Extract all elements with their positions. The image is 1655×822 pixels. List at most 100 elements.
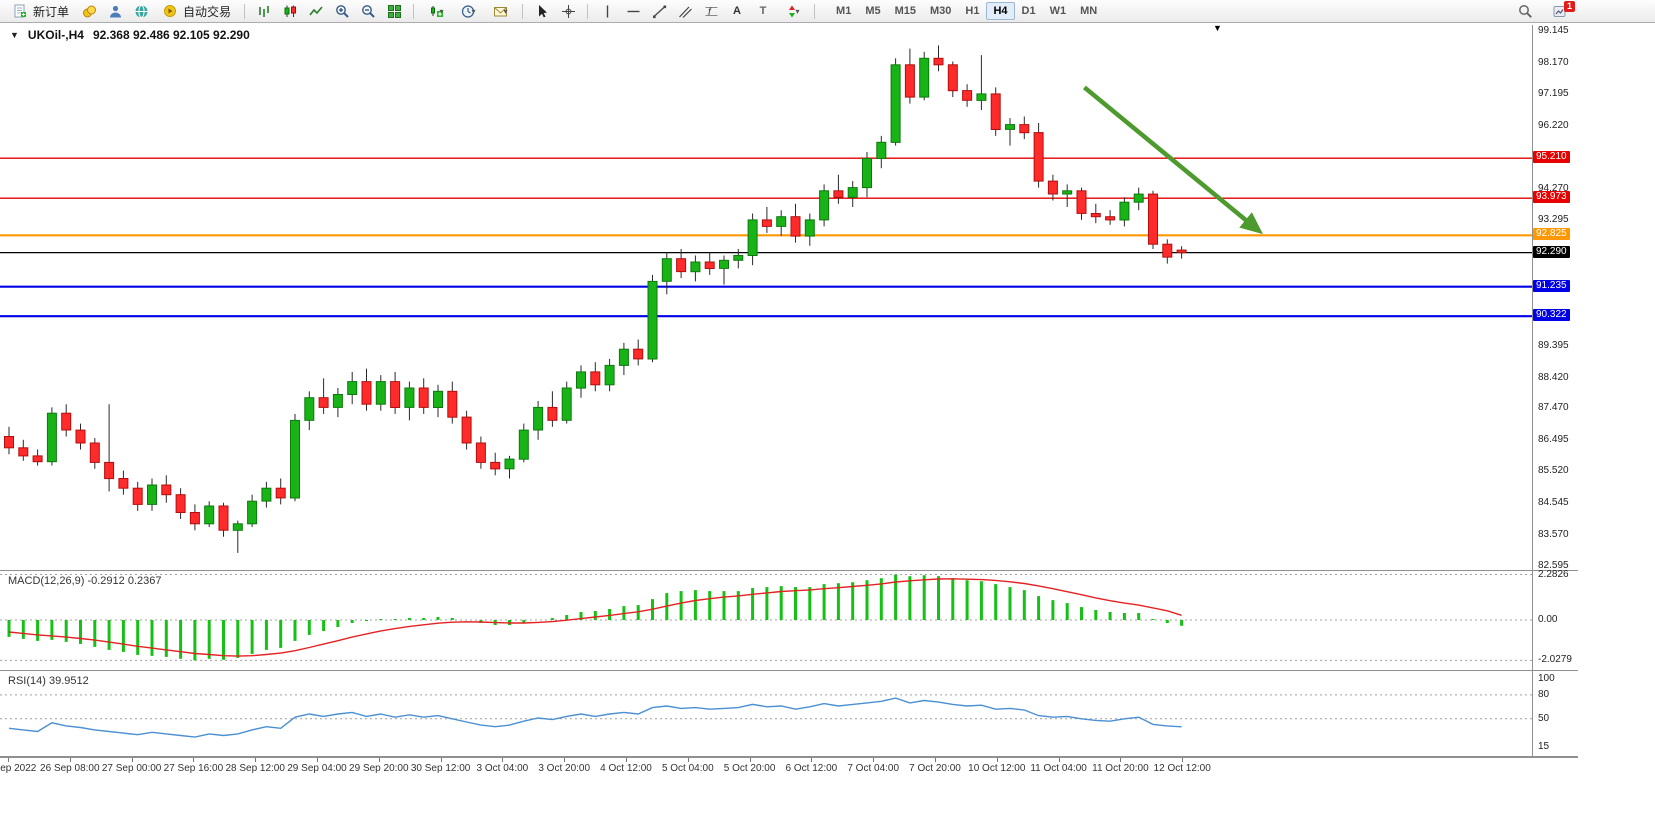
pane-divider[interactable] — [0, 570, 1578, 571]
collapse-triangle-icon[interactable]: ▼ — [10, 30, 19, 40]
new-order-icon — [11, 1, 29, 22]
timeframe-m5[interactable]: M5 — [865, 5, 881, 17]
zoom-in-icon[interactable] — [329, 1, 355, 22]
price-tick: 82.595 — [1538, 560, 1569, 571]
rsi-scale-label: 50 — [1538, 712, 1550, 724]
chevron-down-icon: ▾ — [471, 6, 476, 16]
price-tick: 88.420 — [1538, 371, 1569, 383]
profiles-clock-icon[interactable]: ▾ — [452, 1, 484, 22]
time-label: 4 Oct 12:00 — [600, 763, 652, 774]
trendline-icon[interactable] — [646, 1, 672, 22]
macd-title: MACD(12,26,9) -0.2912 0.2367 — [8, 575, 162, 587]
timeframe-m1[interactable]: M1 — [836, 5, 852, 17]
text-icon[interactable]: A — [733, 5, 741, 17]
coins-icon[interactable] — [76, 1, 102, 22]
symbol-period-label: UKOil-,H4 — [27, 28, 84, 42]
price-tick: 96.220 — [1538, 119, 1569, 131]
price-line-label: 93.973 — [1533, 191, 1570, 204]
auto-trading-icon — [161, 1, 179, 22]
time-tick — [131, 758, 133, 762]
toolbar-separator — [587, 3, 589, 19]
price-tick: 97.195 — [1538, 88, 1569, 99]
time-label: 27 Sep 16:00 — [163, 763, 224, 774]
bid-price-label: 92.290 — [1533, 245, 1570, 258]
chevron-down-icon: ▾ — [503, 6, 508, 16]
chart-shift-marker-icon[interactable]: ▼ — [1213, 23, 1222, 33]
rsi-pane[interactable] — [0, 671, 1532, 757]
toolbar: 新订单 自动交易 ▾ ▾ ▾ — [0, 0, 1655, 23]
time-tick — [1058, 758, 1060, 762]
timeframe-m30[interactable]: M30 — [930, 5, 952, 17]
time-label: 7 Oct 20:00 — [909, 763, 961, 774]
arrows-tool-icon[interactable]: ▾ — [776, 1, 808, 22]
time-label: 27 Sep 00:00 — [101, 763, 162, 774]
templates-icon[interactable]: ▾ — [484, 1, 516, 22]
vertical-line-icon[interactable] — [594, 1, 620, 22]
price-line-label: 92.825 — [1533, 228, 1570, 241]
main-chart-pane[interactable] — [0, 25, 1532, 571]
crosshair-icon[interactable] — [555, 1, 581, 22]
new-chart-icon[interactable]: ▾ — [420, 1, 452, 22]
timeframe-d1[interactable]: D1 — [1021, 5, 1036, 17]
time-label: 29 Sep 20:00 — [349, 763, 409, 774]
time-tick — [687, 758, 689, 762]
price-scale-divider — [1532, 25, 1533, 756]
toolbar-separator — [814, 3, 816, 19]
time-label: 11 Oct 04:00 — [1030, 763, 1087, 774]
time-tick — [502, 758, 504, 762]
time-tick — [811, 758, 813, 762]
time-tick — [1120, 758, 1122, 762]
cursor-icon[interactable] — [529, 1, 555, 22]
time-tick — [378, 758, 380, 762]
auto-trading-button[interactable]: 自动交易 — [154, 1, 238, 22]
svg-text:f: f — [708, 7, 712, 18]
price-tick: 98.170 — [1538, 56, 1569, 68]
fibonacci-icon[interactable]: f — [698, 1, 724, 22]
zoom-out-icon[interactable] — [355, 1, 381, 22]
time-tick — [749, 758, 751, 762]
time-tick — [996, 758, 998, 762]
time-label: 11 Oct 20:00 — [1092, 763, 1149, 774]
candlestick-chart-icon[interactable] — [277, 1, 303, 22]
chart-window: ▼ UKOil-,H4 92.368 92.486 92.105 92.290 … — [0, 22, 1655, 822]
toolbar-separator — [522, 3, 524, 19]
new-order-label: 新订单 — [33, 4, 70, 19]
time-label: 5 Oct 04:00 — [661, 763, 714, 774]
macd-scale-label: 2.2826 — [1538, 568, 1569, 580]
timeframe-group: M1 M5 M15 M30 H1 H4 D1 W1 MN — [829, 2, 1104, 20]
timeframe-h4[interactable]: H4 — [986, 2, 1015, 20]
price-tick: 94.270 — [1538, 182, 1569, 194]
toolbar-separator — [413, 3, 415, 19]
notifications-icon[interactable]: 1 — [1552, 1, 1575, 19]
profile-icon[interactable] — [102, 1, 128, 22]
community-icon[interactable] — [128, 1, 154, 22]
chart-title: ▼ UKOil-,H4 92.368 92.486 92.105 92.290 — [10, 28, 250, 42]
new-order-button[interactable]: 新订单 — [4, 1, 76, 22]
timeframe-mn[interactable]: MN — [1080, 5, 1098, 17]
time-label: 12 Oct 12:00 — [1153, 763, 1211, 774]
price-tick: 89.395 — [1538, 340, 1569, 352]
time-label: 26 Sep 08:00 — [40, 763, 100, 774]
horizontal-line-icon[interactable] — [620, 1, 646, 22]
notification-badge: 1 — [1563, 1, 1575, 12]
line-chart-icon[interactable] — [303, 1, 329, 22]
price-scale[interactable]: 99.145 98.170 97.195 96.220 94.270 93.295 89.3… — [1532, 22, 1578, 797]
time-tick — [8, 758, 9, 762]
time-tick — [440, 758, 442, 762]
time-tick — [873, 758, 875, 762]
tile-windows-icon[interactable] — [381, 1, 407, 22]
chevron-down-icon: ▾ — [439, 6, 444, 16]
macd-pane[interactable] — [0, 571, 1532, 671]
search-icon[interactable] — [1512, 1, 1538, 22]
pane-divider[interactable] — [0, 670, 1578, 671]
bar-chart-icon[interactable] — [251, 1, 277, 22]
equidistant-channel-icon[interactable] — [672, 1, 698, 22]
time-label: 29 Sep 04:00 — [287, 763, 347, 774]
macd-scale-label: 0.00 — [1538, 614, 1558, 625]
label-icon[interactable]: T — [759, 5, 767, 17]
timeframe-h1[interactable]: H1 — [965, 5, 980, 17]
timeframe-w1[interactable]: W1 — [1049, 5, 1067, 17]
time-tick — [255, 758, 257, 762]
timeframe-m15[interactable]: M15 — [894, 5, 916, 17]
